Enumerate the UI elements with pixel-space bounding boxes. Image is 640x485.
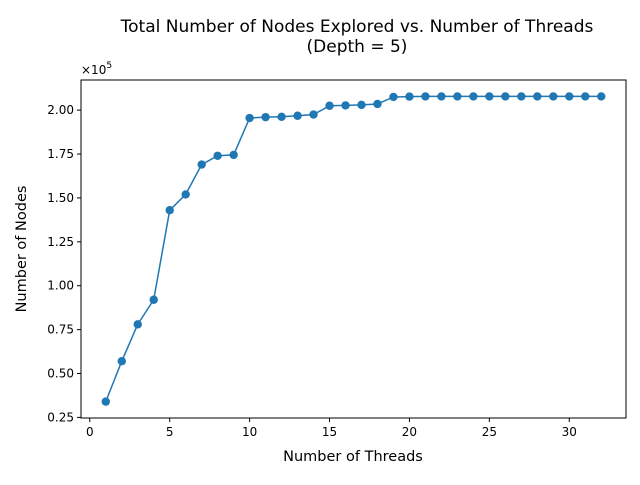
y-tick-label: 1.50 bbox=[47, 191, 74, 205]
x-tick-label: 30 bbox=[562, 425, 577, 439]
y-scale-exponent: 5 bbox=[106, 61, 112, 71]
data-point bbox=[245, 113, 254, 123]
data-point bbox=[261, 112, 270, 122]
plot-frame bbox=[80, 79, 627, 419]
data-point bbox=[293, 111, 302, 120]
x-tick-label: 20 bbox=[402, 425, 417, 439]
y-tick-label: 1.25 bbox=[47, 235, 74, 249]
data-point bbox=[453, 92, 462, 101]
x-tick-label: 0 bbox=[86, 425, 94, 439]
data-point bbox=[565, 92, 574, 101]
y-axis-ticks: 0.25 0.50 0.75 1.00 1.25 1.50 1.75 2.00 bbox=[47, 103, 81, 424]
data-point bbox=[117, 357, 126, 366]
x-tick-label: 10 bbox=[242, 425, 257, 439]
y-tick-label: 2.00 bbox=[47, 103, 74, 117]
data-point bbox=[325, 101, 334, 110]
y-scale-offset: ×105 bbox=[81, 61, 112, 77]
data-point bbox=[421, 92, 430, 101]
y-tick-label: 1.75 bbox=[47, 147, 74, 161]
y-scale-multiplier: ×10 bbox=[81, 63, 106, 77]
data-point bbox=[533, 92, 542, 101]
data-point bbox=[485, 92, 494, 101]
data-point bbox=[149, 295, 158, 304]
series-line bbox=[105, 95, 602, 402]
y-tick-label: 0.25 bbox=[47, 410, 74, 424]
data-point bbox=[229, 150, 238, 160]
data-point bbox=[133, 320, 142, 329]
y-tick-label: 0.75 bbox=[47, 323, 74, 337]
plot-area bbox=[101, 92, 606, 406]
data-point bbox=[517, 92, 526, 101]
data-point bbox=[341, 101, 350, 110]
data-point bbox=[357, 100, 366, 110]
y-axis-label: Number of Nodes bbox=[14, 186, 30, 313]
data-point bbox=[197, 160, 206, 169]
data-point bbox=[581, 92, 590, 101]
x-axis-label: Number of Threads bbox=[283, 449, 423, 465]
data-point bbox=[309, 110, 318, 119]
data-point bbox=[165, 206, 174, 215]
x-axis-ticks: 0 5 10 15 20 25 30 bbox=[86, 418, 577, 439]
data-point bbox=[549, 92, 558, 101]
data-point bbox=[389, 92, 398, 102]
chart-title: Total Number of Nodes Explored vs. Numbe… bbox=[120, 17, 594, 37]
data-point bbox=[373, 99, 382, 109]
data-point bbox=[181, 190, 190, 199]
x-tick-label: 15 bbox=[322, 425, 337, 439]
y-tick-label: 0.50 bbox=[47, 367, 74, 381]
data-point bbox=[405, 92, 414, 101]
data-point bbox=[437, 92, 446, 101]
data-point bbox=[213, 151, 222, 160]
data-point bbox=[101, 397, 110, 406]
y-tick-label: 1.00 bbox=[47, 279, 74, 293]
chart-subtitle: (Depth = 5) bbox=[307, 37, 408, 57]
x-tick-label: 5 bbox=[166, 425, 174, 439]
data-point bbox=[501, 92, 510, 101]
data-point bbox=[277, 112, 286, 122]
data-point bbox=[597, 92, 606, 101]
x-tick-label: 25 bbox=[482, 425, 497, 439]
data-point bbox=[469, 92, 478, 101]
